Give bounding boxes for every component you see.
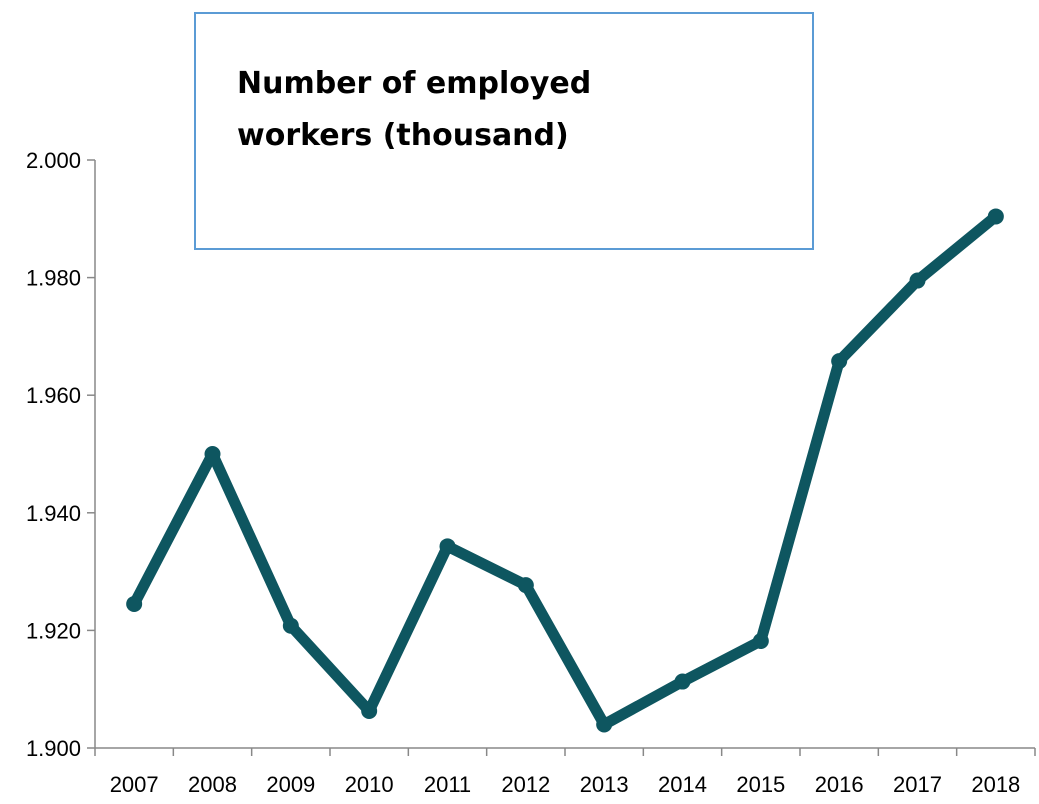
chart-title-line-2: workers (thousand) [237, 118, 569, 153]
y-tick-label: 1.960 [26, 383, 81, 408]
data-point [674, 673, 691, 690]
x-tick-label: 2017 [893, 772, 942, 797]
x-tick-label: 2016 [815, 772, 864, 797]
series-line [128, 210, 1002, 730]
x-tick-label: 2015 [736, 772, 785, 797]
data-point [596, 716, 613, 733]
data-point [439, 538, 456, 555]
y-tick-label: 2.000 [26, 148, 81, 173]
x-tick-label: 2010 [345, 772, 394, 797]
x-tick-label: 2013 [580, 772, 629, 797]
y-tick-label: 1.920 [26, 618, 81, 643]
data-point [126, 595, 143, 612]
y-tick-label: 1.940 [26, 501, 81, 526]
data-point [361, 702, 378, 719]
data-point [282, 617, 299, 634]
data-point [752, 632, 769, 649]
x-tick-label: 2014 [658, 772, 707, 797]
y-tick-label: 1.980 [26, 266, 81, 291]
data-point [517, 577, 534, 594]
data-point [204, 446, 221, 462]
data-point [909, 272, 926, 289]
title-box [194, 12, 814, 250]
y-tick-label: 1.900 [26, 736, 81, 761]
data-point [987, 208, 1004, 225]
series-group [126, 208, 1004, 733]
x-tick-label: 2008 [188, 772, 237, 797]
x-tick-label: 2009 [266, 772, 315, 797]
x-axis-ticks: 2007 2008 2009 2010 2011 2012 2013 2014 2015 2016… [94, 748, 1036, 797]
x-tick-label: 2011 [424, 772, 471, 797]
x-tick-label: 2018 [971, 772, 1020, 797]
y-axis-ticks: 1.900 1.920 1.940 1.960 1.980 2.000 [26, 148, 95, 761]
data-point [831, 353, 848, 370]
chart-title-line-1: Number of employed [237, 66, 591, 101]
x-tick-label: 2007 [110, 772, 159, 797]
chart-title: Number of employed workers (thousand) [237, 66, 602, 153]
x-tick-label: 2012 [501, 772, 550, 797]
